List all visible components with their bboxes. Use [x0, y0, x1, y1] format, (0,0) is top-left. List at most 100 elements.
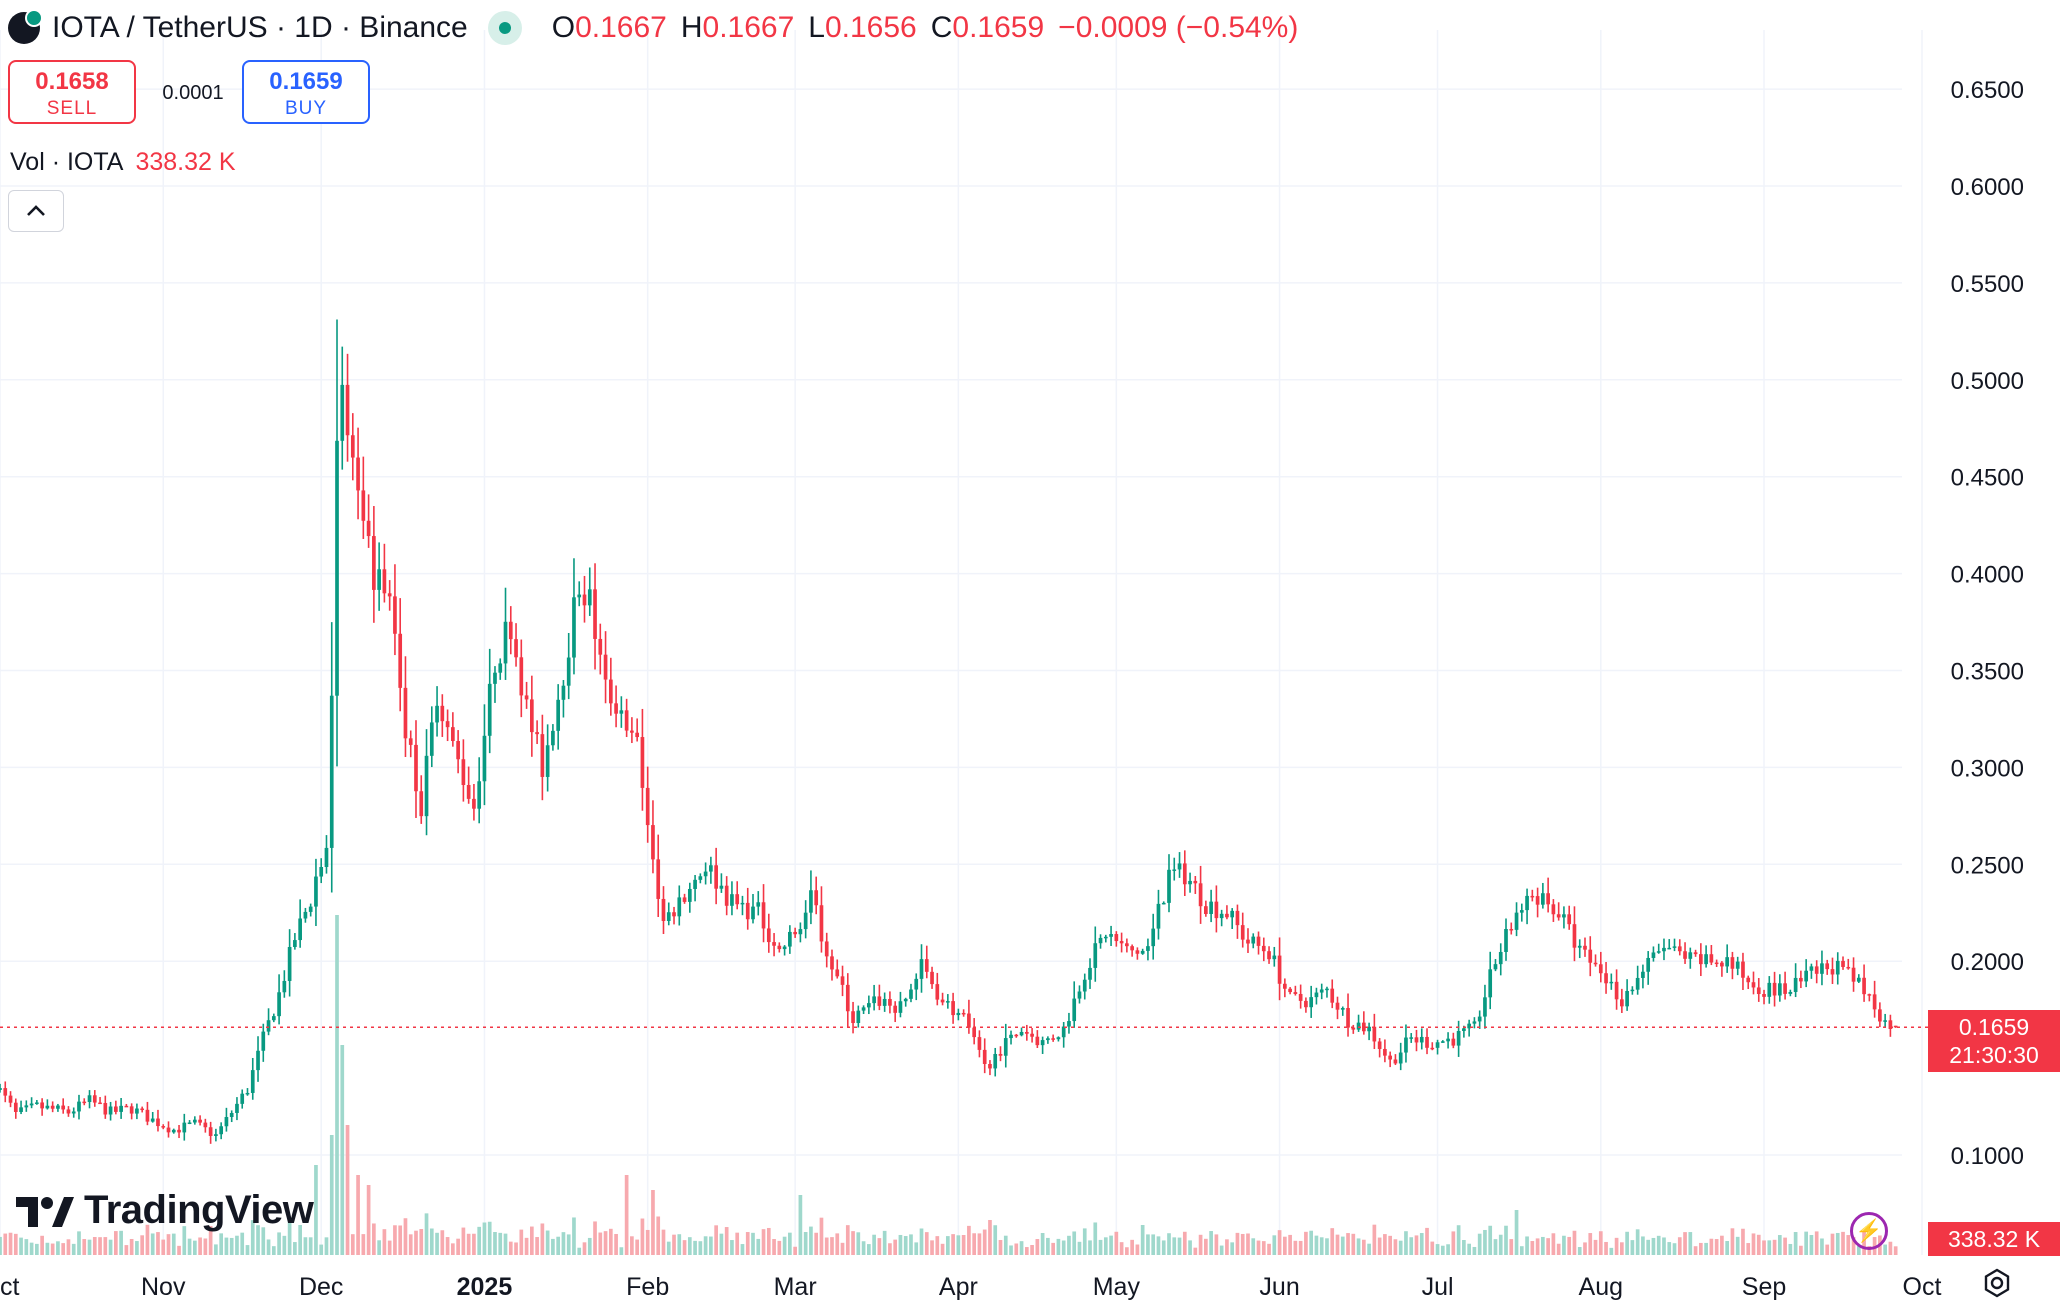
candle-body	[314, 876, 318, 907]
candle-body	[1698, 954, 1703, 965]
candle-body	[1756, 987, 1761, 995]
symbol-title[interactable]: IOTA / TetherUS · 1D · Binance	[52, 11, 468, 44]
volume-bar	[1009, 1245, 1013, 1255]
volume-bar	[3, 1233, 8, 1255]
candle-body	[961, 1012, 966, 1015]
volume-bar	[1530, 1241, 1535, 1255]
candle-body	[561, 685, 566, 700]
candle-body	[1493, 964, 1498, 970]
volume-bar	[561, 1232, 566, 1255]
candle-body	[898, 1001, 903, 1013]
candle-body	[398, 633, 403, 688]
candle-body	[1214, 901, 1219, 919]
candle-body	[582, 594, 587, 606]
candle-body	[782, 946, 787, 950]
buy-button[interactable]: 0.1659 BUY	[242, 60, 370, 124]
candle-body	[335, 440, 339, 696]
candle-body	[1093, 943, 1098, 968]
volume-legend-value: 338.32 K	[135, 148, 236, 176]
candle-body	[319, 867, 324, 877]
candle-body	[377, 569, 381, 590]
candle-body	[924, 959, 929, 972]
candle-body	[1720, 962, 1724, 967]
volume-bar	[1335, 1234, 1340, 1255]
candle-body	[572, 597, 576, 658]
volume-bar	[1656, 1235, 1661, 1255]
volume-value-label: 338.32 K	[1928, 1222, 2060, 1256]
candle-body	[803, 912, 808, 930]
candle-body	[1451, 1038, 1456, 1046]
candle-body	[1430, 1047, 1435, 1050]
volume-bar	[1367, 1243, 1371, 1255]
volume-bar	[661, 1229, 666, 1255]
candle-body	[56, 1105, 60, 1109]
volume-bar	[1182, 1231, 1187, 1255]
volume-bar	[1288, 1234, 1292, 1255]
volume-bar	[1314, 1235, 1319, 1255]
candle-body	[192, 1119, 197, 1123]
volume-bar	[519, 1229, 524, 1255]
volume-bar	[1377, 1237, 1382, 1255]
candle-body	[956, 1012, 961, 1016]
volume-bar	[1446, 1244, 1450, 1255]
volume-bar	[1440, 1245, 1445, 1255]
volume-bar	[1830, 1233, 1835, 1255]
candle-body	[1509, 929, 1514, 931]
candle-body	[1725, 957, 1730, 967]
gear-icon[interactable]	[1982, 1268, 2012, 1298]
volume-bar	[1519, 1246, 1524, 1255]
volume-bar	[71, 1243, 76, 1255]
y-tick-label: 0.3000	[1951, 755, 2024, 782]
volume-bar	[56, 1241, 60, 1255]
tradingview-brand[interactable]: TradingView	[14, 1188, 314, 1233]
candle-body	[1283, 983, 1287, 989]
candle-body	[935, 984, 940, 1000]
volume-bar	[1856, 1245, 1861, 1255]
candle-body	[1472, 1021, 1477, 1024]
candle-body	[1077, 991, 1082, 999]
bar-countdown: 21:30:30	[1949, 1042, 2039, 1068]
volume-legend[interactable]: Vol · IOTA 338.32 K	[10, 148, 236, 177]
candle-body	[666, 912, 671, 921]
candle-body	[1662, 947, 1666, 952]
candle-body	[382, 569, 387, 594]
volume-bar	[1799, 1245, 1803, 1255]
candle-body	[208, 1127, 213, 1136]
volume-bar	[1793, 1232, 1798, 1255]
candle-body	[1414, 1037, 1419, 1043]
candle-body	[656, 859, 661, 899]
candle-body	[1346, 1008, 1350, 1028]
collapse-legend-button[interactable]	[8, 190, 64, 232]
candle-body	[1103, 936, 1108, 939]
candle-body	[487, 683, 492, 736]
candle-body	[1082, 979, 1087, 992]
lightning-icon[interactable]: ⚡	[1850, 1212, 1888, 1250]
x-tick-label: Aug	[1579, 1273, 1623, 1301]
candle-body	[29, 1103, 34, 1106]
volume-bar	[87, 1239, 92, 1255]
volume-bar	[387, 1240, 392, 1255]
candle-body	[640, 737, 645, 788]
volume-bar	[551, 1238, 555, 1255]
volume-bar	[350, 1234, 355, 1255]
candle-body	[1024, 1031, 1029, 1034]
candle-body	[835, 969, 840, 977]
candle-body	[1541, 893, 1545, 905]
candle-body	[1498, 951, 1503, 965]
volume-bar	[1356, 1238, 1361, 1255]
volume-bar	[803, 1232, 808, 1255]
volume-bar	[261, 1227, 266, 1255]
candle-body	[19, 1107, 23, 1112]
volume-bar	[1593, 1239, 1598, 1255]
sell-button[interactable]: 0.1658 SELL	[8, 60, 136, 124]
low-value: 0.1656	[824, 11, 917, 44]
candle-body	[419, 791, 424, 817]
candle-body	[82, 1101, 87, 1104]
volume-bar	[988, 1220, 992, 1255]
x-tick-label: Jun	[1259, 1273, 1299, 1301]
volume-bar	[1677, 1237, 1682, 1255]
candle-body	[845, 984, 850, 1012]
volume-bar	[340, 1045, 345, 1255]
volume-bar	[1256, 1240, 1261, 1255]
